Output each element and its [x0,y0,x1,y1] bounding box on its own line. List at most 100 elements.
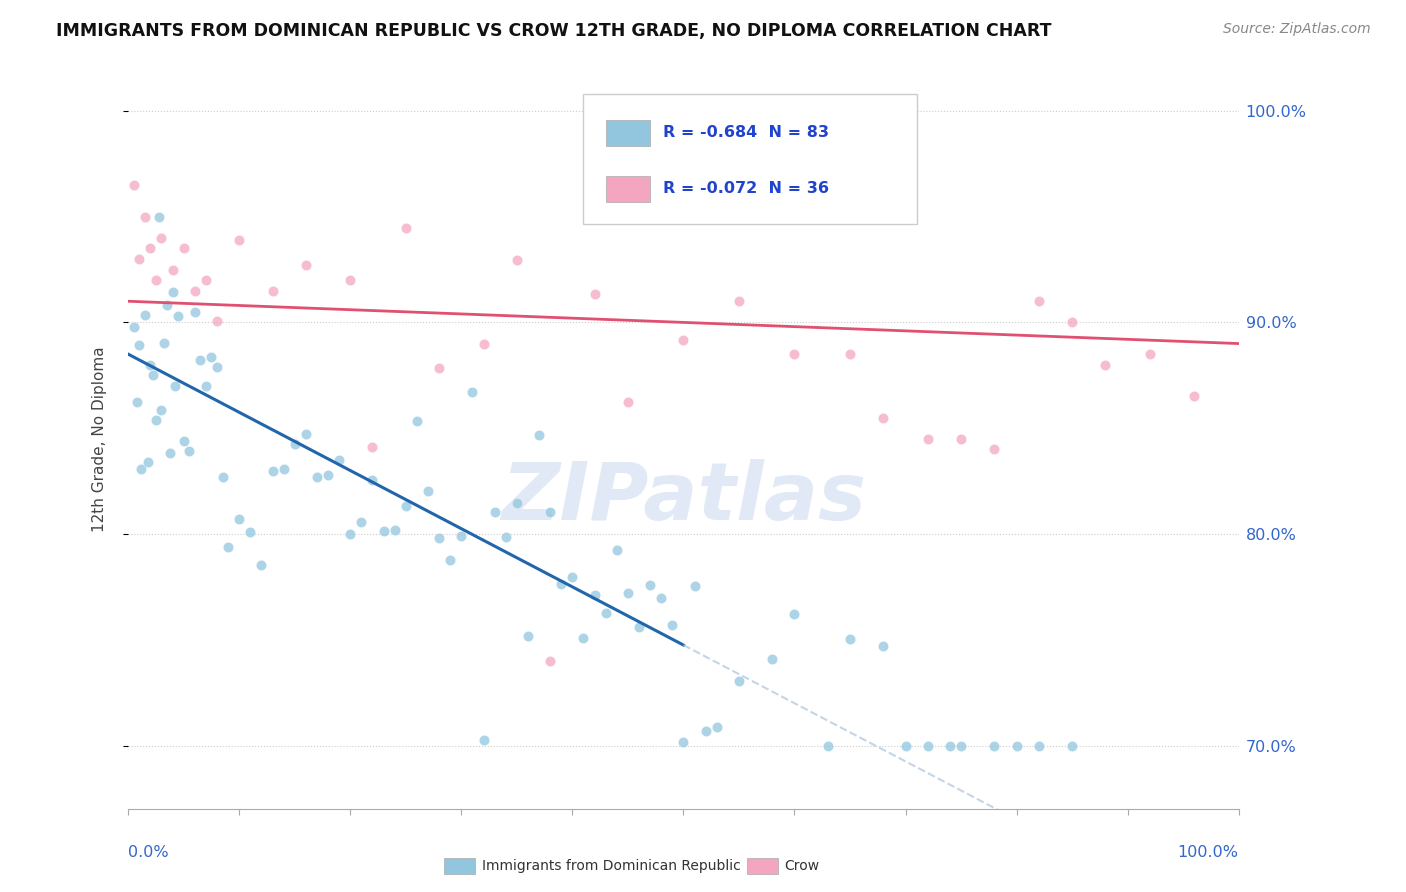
Text: 0.0%: 0.0% [128,845,169,860]
Point [395,500,418,514]
Point [173,241,195,255]
Point [159,446,181,460]
Point [617,394,640,409]
Text: Crow: Crow [785,859,820,873]
Point [728,673,751,688]
Point [983,739,1005,753]
Point [506,252,529,267]
Text: Immigrants from Dominican Republic: Immigrants from Dominican Republic [482,859,741,873]
Point [894,739,917,753]
Point [295,258,318,272]
Point [162,285,184,300]
Point [706,720,728,734]
Point [1028,739,1050,753]
Point [983,442,1005,457]
Point [783,347,806,361]
Point [939,739,962,753]
Point [595,607,617,621]
Point [139,241,162,255]
Point [1028,294,1050,309]
Point [184,305,207,319]
FancyBboxPatch shape [583,95,917,224]
Point [139,359,162,373]
Point [1062,739,1084,753]
Text: R = -0.684  N = 83: R = -0.684 N = 83 [664,126,830,140]
Point [145,273,167,287]
Point [239,524,262,539]
Point [162,262,184,277]
Point [406,414,429,428]
Point [395,220,418,235]
Point [136,455,159,469]
Point [228,512,250,526]
Point [572,631,595,645]
Point [672,735,695,749]
FancyBboxPatch shape [606,176,650,202]
Point [728,294,751,309]
Point [150,231,173,245]
Point [527,428,550,442]
Point [339,526,361,541]
Point [194,273,217,287]
Point [683,578,706,592]
Point [538,654,561,668]
Point [583,287,606,301]
Point [627,620,650,634]
Point [173,434,195,449]
Point [373,524,395,538]
Point [1139,347,1161,361]
Point [262,464,284,478]
Point [672,333,695,347]
Point [450,529,472,543]
Point [148,210,170,224]
Point [817,739,839,753]
Point [638,577,661,591]
Point [188,353,211,368]
Point [1062,315,1084,329]
Point [184,284,207,298]
Point [125,395,148,409]
Point [606,543,628,558]
Point [361,473,384,487]
Point [472,733,495,747]
Point [211,470,233,484]
Point [250,558,273,572]
Point [1182,389,1205,403]
Point [384,523,406,537]
Text: IMMIGRANTS FROM DOMINICAN REPUBLIC VS CROW 12TH GRADE, NO DIPLOMA CORRELATION CH: IMMIGRANTS FROM DOMINICAN REPUBLIC VS CR… [56,22,1052,40]
Point [167,309,190,323]
Point [839,632,862,646]
Point [150,402,173,417]
Point [416,483,439,498]
Point [427,532,450,546]
Point [917,739,939,753]
Point [194,379,217,393]
Text: 100.0%: 100.0% [1178,845,1239,860]
Point [472,336,495,351]
Point [1094,358,1116,372]
Point [872,639,894,653]
Point [350,515,373,529]
Point [228,233,250,247]
Point [439,553,461,567]
Point [217,540,239,554]
Point [461,385,484,400]
Point [122,178,145,192]
Point [1005,739,1028,753]
Point [872,410,894,425]
Point [617,586,640,600]
Point [205,360,228,375]
Point [427,361,450,376]
Point [495,530,517,544]
Point [550,577,572,591]
Point [506,496,529,510]
Point [561,570,583,584]
Point [145,413,167,427]
Point [361,440,384,454]
Point [316,467,339,482]
Point [484,505,506,519]
Point [134,210,156,224]
Text: Source: ZipAtlas.com: Source: ZipAtlas.com [1223,22,1371,37]
Point [122,320,145,334]
Point [205,313,228,327]
